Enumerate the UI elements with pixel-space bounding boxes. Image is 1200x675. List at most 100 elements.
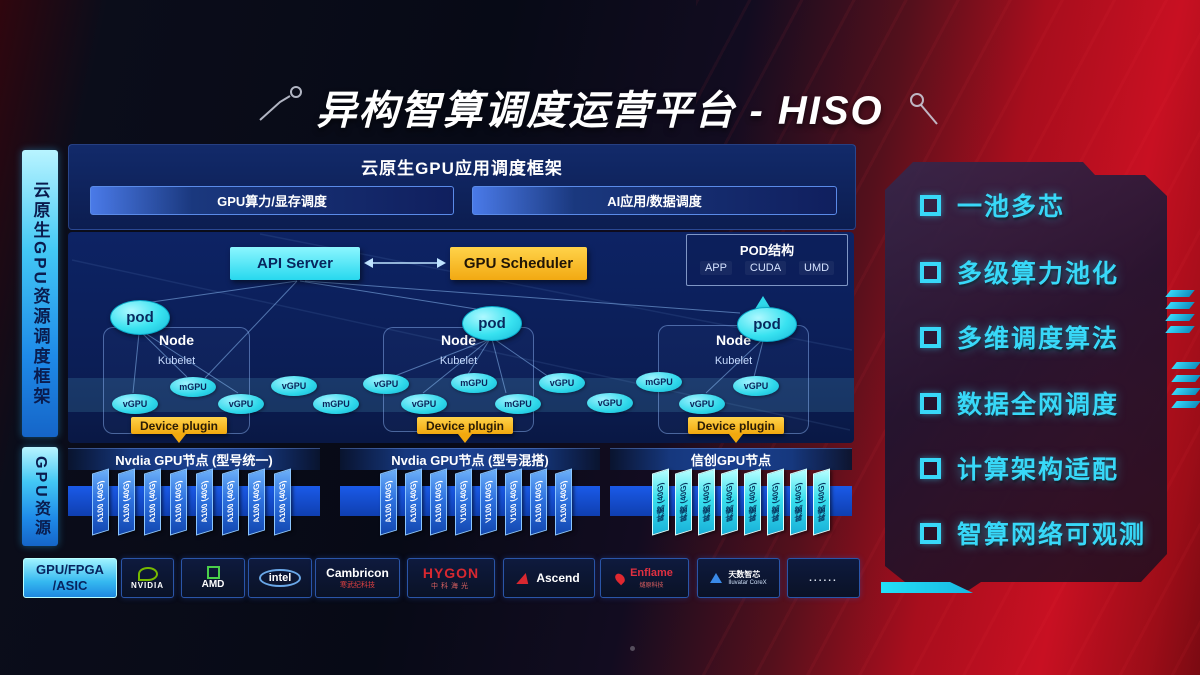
feature-item: 多维调度算法 [920, 322, 1170, 353]
gpu-card-label: A100 (40G) [121, 479, 131, 525]
feature-panel [885, 162, 1167, 590]
edge-stripe-icon [1171, 362, 1200, 369]
kubelet-label: Kubelet [439, 355, 478, 367]
gpu-card: A100 (40G) [555, 468, 572, 536]
pod-ellipse: pod [737, 307, 797, 342]
sidebar-gpu-resource-label: GPU资源 [32, 455, 49, 538]
vendor-amd: AMD [181, 558, 245, 598]
gpu-ellipse: vGPU [401, 394, 447, 414]
gpu-card-label: V100 (40G) [458, 480, 468, 525]
gpu-card: A100 (40G) [530, 468, 547, 536]
pod-structure-item: CUDA [744, 261, 787, 275]
circuit-deco-right-icon [910, 93, 938, 125]
gpu-card-label: A100 (40G) [95, 479, 105, 525]
gpu-card: V100 (40G) [455, 468, 472, 536]
gpu-card-label: A100 (40G) [558, 479, 568, 525]
gpu-card-label: A100 (40G) [251, 479, 261, 525]
device-plugin-box: Device plugin [688, 417, 784, 434]
feature-label: 多级算力池化 [957, 260, 1120, 288]
gpu-card-label: A100 (40G) [277, 479, 287, 525]
gpu-card-label: 昇腾 (40G) [655, 481, 665, 523]
gpu-card-label: A100 (40G) [147, 479, 157, 525]
node-rect-3: Node Kubelet [658, 325, 809, 434]
gpu-card-label: V100 (40G) [508, 480, 518, 525]
rack-banner-mixed: Nvdia GPU节点 (型号混搭) [340, 448, 600, 470]
gpu-ellipse: vGPU [679, 394, 725, 414]
gpu-card: A100 (40G) [170, 468, 187, 536]
gpu-card: V100 (40G) [480, 468, 497, 536]
gpu-card-label: 昇腾 (40G) [770, 481, 780, 523]
gpu-card: V100 (40G) [505, 468, 522, 536]
gpu-card-label: A100 (40G) [225, 479, 235, 525]
pod-structure-box: POD结构 APP CUDA UMD [686, 234, 848, 286]
rack-banner-xinchuang: 信创GPU节点 [610, 448, 852, 470]
pod-to-podstruct-arrow-icon [755, 288, 771, 309]
square-bullet-icon [920, 194, 941, 216]
gpu-card-label: 昇腾 (40G) [747, 481, 757, 523]
gpu-card: 昇腾 (40G) [744, 468, 761, 536]
feature-label: 智算网络可观测 [957, 521, 1147, 549]
gpu-ellipse: mGPU [636, 372, 682, 392]
vendor-more-dots: ...... [809, 572, 838, 584]
gpu-card: 昇腾 (40G) [721, 468, 738, 536]
square-bullet-icon [920, 261, 941, 283]
hardware-type-line2: /ASIC [52, 578, 88, 593]
vendor-enflame: Enflame 燧原科技 [600, 558, 689, 598]
vendor-hygon: HYGON 中科海光 [407, 558, 495, 598]
vendor-name: 天数智芯 [728, 570, 761, 580]
feature-item: 数据全网调度 [920, 388, 1170, 419]
app-framework-title: 云原生GPU应用调度框架 [361, 159, 563, 178]
sidebar-framework-label: 云原生GPU资源调度框架 [30, 180, 50, 407]
gpu-card: A100 (40G) [248, 468, 265, 536]
gpu-card: A100 (40G) [380, 468, 397, 536]
node-rect-1: Node Kubelet [103, 327, 250, 434]
square-bullet-icon [920, 392, 941, 414]
gpu-card: A100 (40G) [274, 468, 291, 536]
page-dot [630, 646, 635, 651]
gpu-ellipse: vGPU [733, 376, 779, 396]
pod-ellipse: pod [110, 300, 170, 335]
gpu-card-label: 昇腾 (40G) [816, 481, 826, 523]
device-plugin-box: Device plugin [131, 417, 227, 434]
square-bullet-icon [920, 522, 941, 544]
sidebar-gpu-resource-bar: GPU资源 [22, 447, 58, 546]
vendor-name: AMD [201, 579, 225, 590]
edge-stripe-icon [1171, 401, 1200, 408]
gpu-card-label: 昇腾 (40G) [678, 481, 688, 523]
gpu-card-label: A100 (40G) [533, 479, 543, 525]
enflame-logo-icon [613, 571, 627, 585]
node-label: Node [441, 332, 476, 348]
gpu-ellipse: mGPU [170, 377, 216, 397]
vendor-name: HYGON [422, 565, 480, 581]
pod-structure-title: POD结构 [739, 243, 795, 258]
gpu-ellipse: vGPU [112, 394, 158, 414]
feature-label: 多维调度算法 [957, 325, 1120, 353]
gpu-card: A100 (40G) [430, 468, 447, 536]
gpu-ellipse: mGPU [313, 394, 359, 414]
vendor-nvidia: NVIDIA [121, 558, 174, 598]
gpu-card-label: 昇腾 (40G) [793, 481, 803, 523]
pod-ellipse: pod [462, 306, 522, 341]
gpu-ellipse: vGPU [587, 393, 633, 413]
gpu-card-label: A100 (40G) [408, 479, 418, 525]
device-plugin-arrow-icon [172, 434, 186, 450]
gpu-card: A100 (40G) [144, 468, 161, 536]
nvidia-logo-icon [137, 566, 158, 581]
panel-bottom-accent [881, 582, 973, 593]
gpu-card: 昇腾 (40G) [790, 468, 807, 536]
pod-structure-item: APP [699, 261, 732, 275]
gpu-scheduler-box: GPU Scheduler [450, 247, 587, 280]
vendor-subname: 寒武纪科技 [340, 582, 375, 589]
compute-memory-scheduling-chip: GPU算力/显存调度 [90, 186, 454, 215]
gpu-card-label: V100 (40G) [483, 480, 493, 525]
device-plugin-arrow-icon [729, 434, 743, 450]
gpu-ellipse: mGPU [495, 394, 541, 414]
node-label: Node [159, 332, 194, 348]
square-bullet-icon [920, 457, 941, 479]
gpu-card: 昇腾 (40G) [675, 468, 692, 536]
vendor-subname: Iluvatar CoreX [728, 579, 767, 586]
gpu-card: A100 (40G) [118, 468, 135, 536]
gpu-card-label: A100 (40G) [199, 479, 209, 525]
device-plugin-arrow-icon [458, 434, 472, 450]
